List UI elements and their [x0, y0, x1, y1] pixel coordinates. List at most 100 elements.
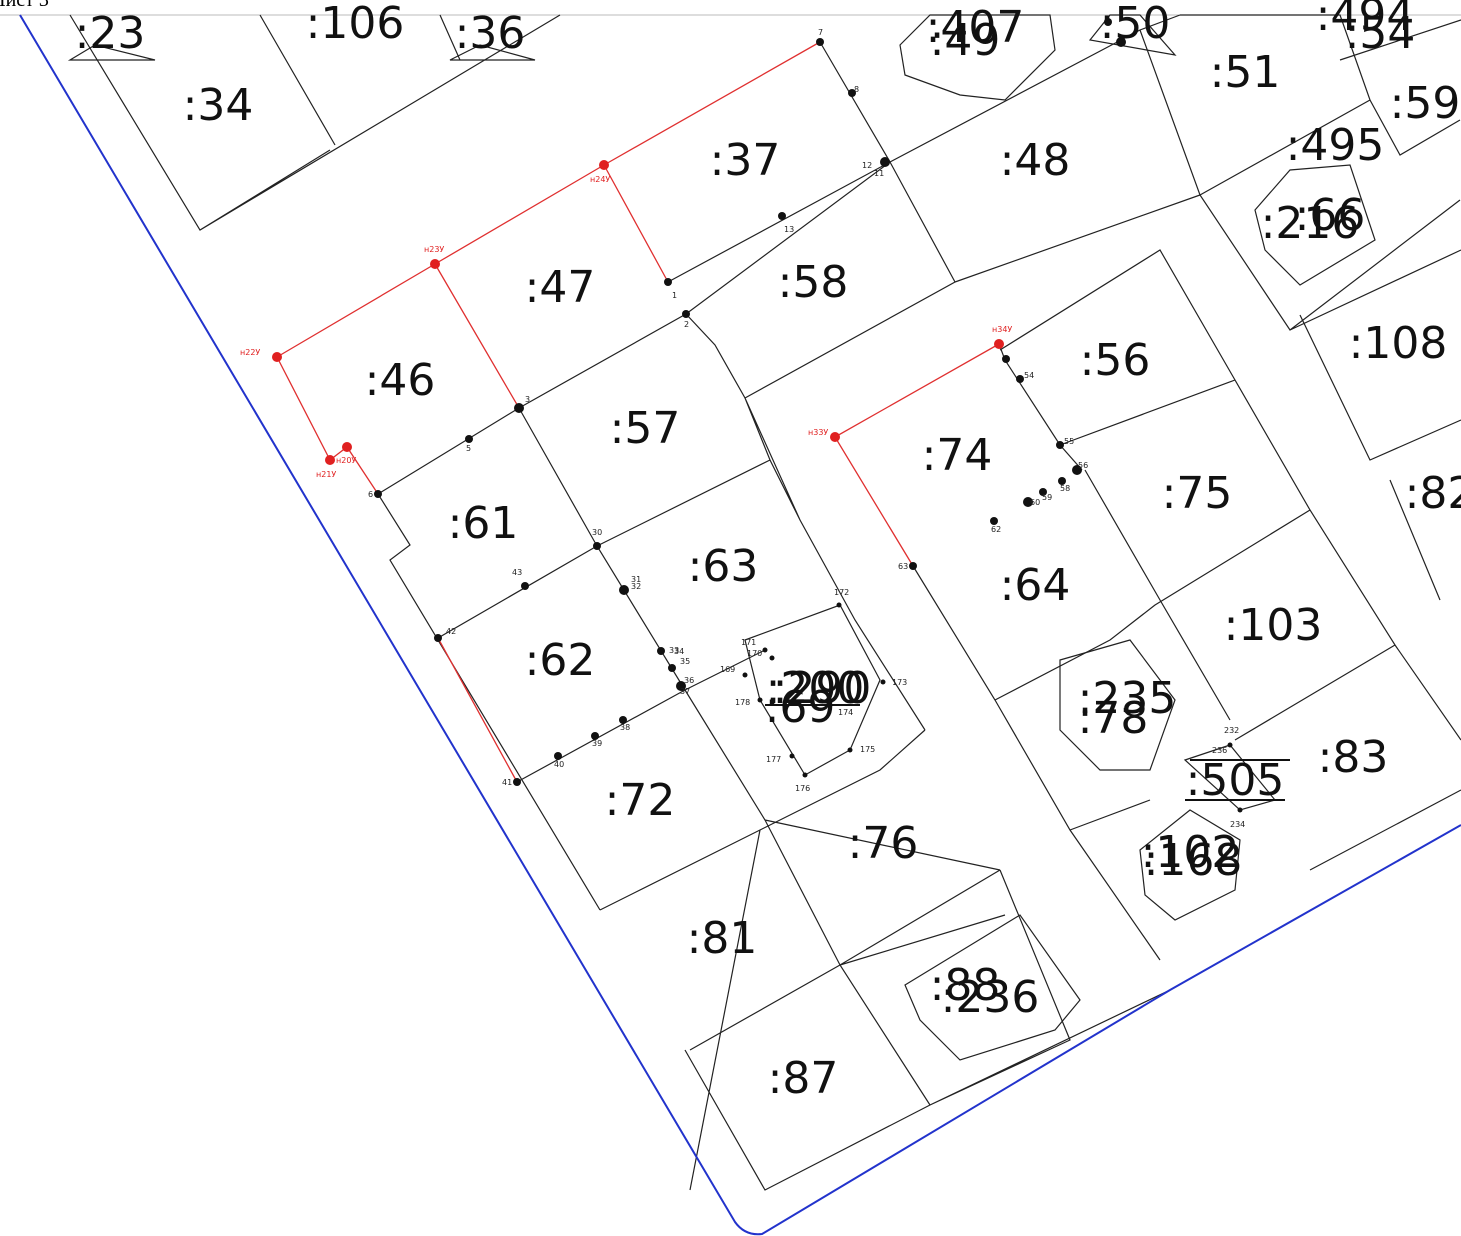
point-number: 54 [1024, 371, 1034, 380]
point-number: 175 [860, 745, 875, 754]
point-number: 39 [592, 739, 602, 748]
parcel-label: :75 [1162, 468, 1233, 519]
point-label: н20У [336, 456, 356, 465]
point-number: 38 [620, 723, 630, 732]
parcel-boundaries [69, 14, 1461, 1191]
parcel-label: :48 [1000, 135, 1071, 186]
parcel-label: :87 [768, 1053, 839, 1104]
point-number: 56 [1078, 461, 1088, 470]
point [1072, 465, 1082, 475]
point [836, 602, 842, 608]
point [374, 490, 382, 498]
parcel-label: :49 [930, 15, 1001, 66]
parcel-label: :56 [1080, 335, 1151, 386]
point [1237, 807, 1243, 813]
parcel-label: :216 [1261, 198, 1360, 249]
parcel-label: :47 [525, 262, 596, 313]
point-label: н21У [316, 470, 336, 479]
point [599, 160, 609, 170]
point [593, 542, 601, 550]
point-number: 170 [747, 649, 762, 658]
point [619, 585, 629, 595]
parcel-label: :81 [687, 913, 758, 964]
point [1039, 488, 1047, 496]
point [762, 647, 768, 653]
point-number: 55 [1064, 437, 1074, 446]
point-label: н24У [590, 175, 610, 184]
point-number: 236 [1212, 746, 1227, 755]
parcel-label: :64 [1000, 560, 1071, 611]
point-number: 62 [991, 525, 1001, 534]
parcel-label: :57 [610, 403, 681, 454]
point [909, 562, 917, 570]
boundary-line [19, 14, 1461, 1236]
point-number: 36 [684, 676, 694, 685]
parcel-label: :63 [688, 541, 759, 592]
point-number: 42 [446, 627, 456, 636]
point [830, 432, 840, 442]
point [1016, 375, 1024, 383]
parcel-label: :82 [1405, 468, 1461, 519]
point-number: 177 [766, 755, 781, 764]
point-number: 13 [784, 225, 794, 234]
parcel-label: :72 [605, 775, 676, 826]
point-number: 32 [631, 582, 641, 591]
parcel-label: :78 [1078, 693, 1149, 744]
point-number: 31 [631, 575, 641, 584]
parcel-label: :23 [75, 8, 146, 59]
parcel-labels: :23 :106 :36 :34 :407 :49 :50 :51 :494 :… [75, 0, 1461, 1104]
point [513, 778, 521, 786]
point-number: 3 [525, 395, 530, 404]
point [816, 38, 824, 46]
sheet-header: Лист 3 [0, 0, 49, 11]
point-number: 2 [684, 320, 689, 329]
point-number: 12 [862, 161, 872, 170]
black-point-markers [374, 18, 1243, 813]
point [657, 647, 665, 655]
point [742, 672, 748, 678]
point [778, 212, 786, 220]
parcel-label: :235 [1078, 673, 1177, 724]
point-number: 59 [1042, 493, 1052, 502]
parcel-label: :495 [1286, 120, 1385, 171]
parcel-label: :36 [455, 8, 526, 59]
parcel-label: :102 [1141, 827, 1240, 878]
point [880, 679, 886, 685]
point [769, 655, 775, 661]
red-point-labels: н22У н23У н24У н20У н21У н34У н33У [240, 175, 1012, 479]
point [430, 259, 440, 269]
parcel-label: :103 [1224, 600, 1323, 651]
point-number: 11 [874, 169, 884, 178]
point-number: 8 [854, 85, 859, 94]
parcel-label: :290 [773, 663, 872, 714]
parcel-label: :505 [1186, 755, 1285, 806]
point [847, 747, 853, 753]
point [1116, 37, 1126, 47]
point [1056, 441, 1064, 449]
point-number: 37 [680, 687, 690, 696]
parcel-label: :62 [525, 635, 596, 686]
parcel-label: :236 [941, 972, 1040, 1023]
point-number: 173 [892, 678, 907, 687]
point-number: 7 [818, 28, 823, 37]
point [1104, 18, 1112, 26]
point-number: 5 [466, 444, 471, 453]
point [619, 716, 627, 724]
red-point-markers [272, 160, 1004, 465]
point-numbers: 7 8 11 12 13 1 2 3 5 6 30 31 32 43 42 41… [368, 28, 1245, 829]
point [789, 753, 795, 759]
parcel-label: :200 [766, 663, 865, 714]
point-number: 172 [834, 588, 849, 597]
point-number: 232 [1224, 726, 1239, 735]
point-number: 171 [741, 638, 756, 647]
point-number: 234 [1230, 820, 1245, 829]
point-number: 178 [735, 698, 750, 707]
point [342, 442, 352, 452]
parcel-label: :66 [1295, 190, 1366, 241]
point-number: 6 [368, 490, 373, 499]
point-number: 34 [674, 647, 684, 656]
point [757, 697, 763, 703]
parcel-label: :59 [1390, 78, 1461, 129]
parcel-label: :61 [448, 498, 519, 549]
